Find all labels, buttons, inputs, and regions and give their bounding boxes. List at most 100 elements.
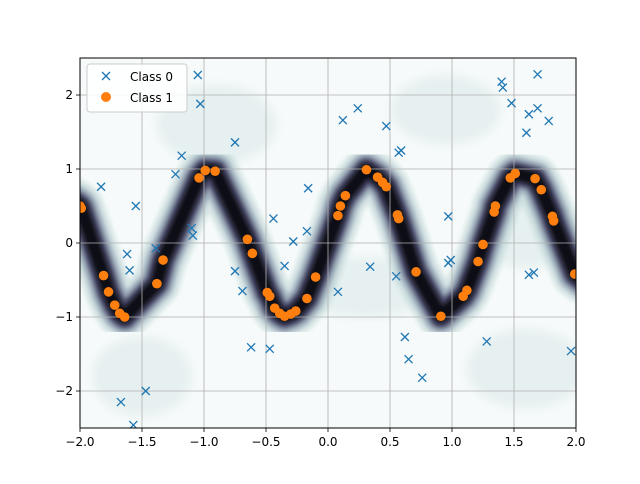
density-halo — [390, 74, 501, 145]
class-0-point — [443, 211, 453, 221]
class-1-point — [302, 293, 312, 304]
class-1-point — [530, 173, 540, 184]
tick-layer: −2.0 −1.5 −1.0 −0.5 0.0 0.5 1.0 1.5 2.0 −2 −1 0 1 2 — [55, 88, 585, 449]
class-0-point — [177, 151, 187, 161]
class-0-point — [482, 336, 492, 346]
class-0-point — [417, 373, 427, 383]
class-0-point — [268, 214, 278, 224]
legend-marker-class-1 — [101, 92, 111, 102]
class-0-point — [446, 255, 456, 265]
class-1-point — [411, 267, 421, 277]
class-0-point — [544, 116, 554, 126]
class-1-point — [340, 190, 351, 201]
class-0-point — [230, 266, 240, 276]
class-1-point — [381, 181, 392, 192]
legend-label-class-1: Class 1 — [130, 91, 173, 105]
x-tick-label: 1.0 — [442, 435, 461, 449]
class-1-point — [490, 201, 501, 211]
y-tick-label: 0 — [65, 236, 73, 250]
y-tick-label: −1 — [55, 310, 73, 324]
class-0-point — [171, 169, 180, 179]
class-0-point — [122, 249, 132, 259]
x-tick-label: −2.0 — [65, 435, 94, 449]
class-0-point — [193, 70, 203, 80]
class-1-point — [264, 291, 275, 302]
class-0-point — [125, 265, 135, 275]
class-0-point — [96, 182, 106, 192]
class-0-point — [141, 386, 151, 396]
class-0-point — [151, 243, 161, 253]
class-1-point — [152, 278, 162, 289]
class-1-point — [361, 164, 372, 175]
legend-box — [86, 63, 188, 113]
class-1-point — [510, 168, 521, 179]
class-1-point — [473, 256, 483, 267]
class-0-point — [507, 98, 516, 108]
class-0-point — [288, 237, 298, 246]
class-0-point — [195, 99, 205, 109]
density-halo — [466, 328, 576, 409]
class-0-point — [116, 397, 126, 407]
x-tick-label: 0.5 — [380, 435, 399, 449]
class-1-point — [119, 312, 130, 322]
class-0-point — [529, 268, 539, 278]
class-0-point — [303, 183, 313, 193]
class-0-point — [338, 115, 348, 125]
legend: Class 0 Class 1 — [86, 63, 188, 113]
class-0-point — [498, 83, 508, 93]
class-0-point — [302, 226, 312, 236]
class-0-point — [404, 354, 414, 364]
legend-label-class-0: Class 0 — [130, 70, 173, 84]
class-0-point — [533, 103, 543, 113]
x-tick-label: −0.5 — [251, 435, 280, 449]
class-1-point — [194, 173, 204, 183]
class-0-point — [280, 261, 290, 271]
class-1-point — [109, 300, 120, 310]
class-1-point — [536, 184, 547, 195]
class-1-point — [462, 285, 472, 296]
class-0-point — [246, 342, 256, 352]
class-0-point — [400, 332, 410, 342]
y-tick-label: −2 — [55, 384, 73, 398]
class-0-point — [524, 270, 534, 280]
class-0-point — [365, 262, 375, 272]
y-tick-label: 1 — [65, 162, 73, 176]
class-1-point — [98, 270, 109, 281]
class-1-point — [333, 210, 343, 221]
class-0-point — [187, 223, 197, 233]
class-0-point — [188, 231, 198, 241]
y-tick-label: 2 — [65, 88, 73, 102]
class-1-point — [80, 203, 87, 214]
class-0-point — [131, 201, 141, 211]
class-0-point — [333, 287, 343, 297]
class-1-point — [210, 166, 220, 177]
legend-marker-class-0 — [101, 71, 111, 81]
class-0-point — [230, 137, 240, 147]
class-1-point — [478, 239, 488, 250]
class-0-point — [381, 121, 391, 131]
class-1-point — [247, 248, 258, 259]
data-layer — [80, 69, 576, 428]
class-1-point — [158, 255, 168, 265]
class-1-point — [393, 213, 404, 224]
x-tick-label: −1.5 — [127, 435, 156, 449]
class-0-point — [353, 103, 363, 113]
class-0-point — [237, 286, 247, 296]
class-1-point — [200, 165, 211, 176]
x-tick-label: −1.0 — [189, 435, 218, 449]
class-1-point — [103, 287, 114, 297]
class-0-point — [391, 271, 401, 281]
class-1-point — [335, 201, 346, 211]
x-tick-label: 1.5 — [504, 435, 523, 449]
class-1-point — [310, 272, 321, 282]
class-1-point — [548, 216, 559, 226]
class-0-point — [533, 69, 543, 79]
class-1-point — [569, 269, 576, 279]
class-1-point — [242, 234, 253, 245]
class-1-point — [290, 306, 301, 316]
x-tick-label: 2.0 — [566, 435, 585, 449]
class-0-point — [396, 146, 406, 155]
class-1-point — [436, 311, 446, 322]
